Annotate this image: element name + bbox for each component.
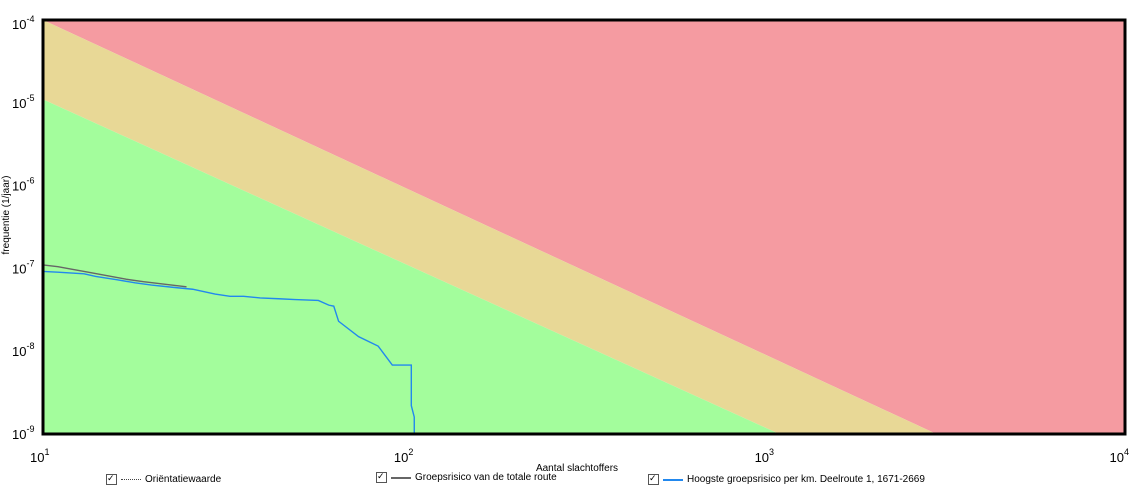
risk-region-1: [43, 20, 937, 434]
y-tick-label: 10-4: [12, 14, 34, 32]
risk-regions: [43, 20, 1125, 435]
legend-label: Hoogste groepsrisico per km. Deelroute 1…: [687, 474, 925, 485]
series-lines: [42, 264, 415, 434]
legend-item-totale-route[interactable]: Groepsrisico van de totale route: [376, 472, 557, 483]
risk-region-2: [43, 99, 780, 435]
x-tick-label: 103: [755, 447, 774, 465]
legend-label: Oriëntatiewaarde: [145, 474, 222, 485]
y-tick-label: 10-9: [12, 424, 34, 442]
legend-checkbox[interactable]: [648, 474, 659, 485]
x-axis-title: Aantal slachtoffers: [536, 463, 618, 474]
legend-checkbox[interactable]: [376, 472, 387, 483]
x-tick-label: 101: [30, 447, 49, 465]
legend-item-orientatiewaarde[interactable]: Oriëntatiewaarde: [106, 474, 221, 485]
legend-item-deelroute[interactable]: Hoogste groepsrisico per km. Deelroute 1…: [648, 474, 925, 485]
y-axis-title: frequentie (1/jaar): [1, 176, 12, 255]
y-tick-label: 10-7: [12, 258, 34, 276]
plot-frame: [41, 18, 1127, 436]
legend-label: Groepsrisico van de totale route: [415, 472, 557, 483]
y-tick-label: 10-5: [12, 93, 34, 111]
legend: Oriëntatiewaarde Groepsrisico van de tot…: [0, 472, 1137, 494]
y-tick-label: 10-6: [12, 176, 34, 194]
series-line-1: [42, 270, 415, 434]
legend-checkbox[interactable]: [106, 474, 117, 485]
x-tick-label: 104: [1110, 447, 1129, 465]
legend-swatch-grey: [391, 476, 411, 479]
x-tick-label: 102: [394, 447, 413, 465]
y-axis-ticks: 10-4 10-5 10-6 10-7 10-8 10-9: [12, 14, 34, 442]
legend-swatch-dotted: [121, 479, 141, 480]
x-axis-ticks: 101 102 103 104: [30, 447, 1129, 465]
risk-region-0: [43, 20, 1125, 434]
legend-swatch-blue: [663, 478, 683, 481]
series-line-0: [42, 264, 187, 288]
y-tick-label: 10-8: [12, 341, 34, 359]
